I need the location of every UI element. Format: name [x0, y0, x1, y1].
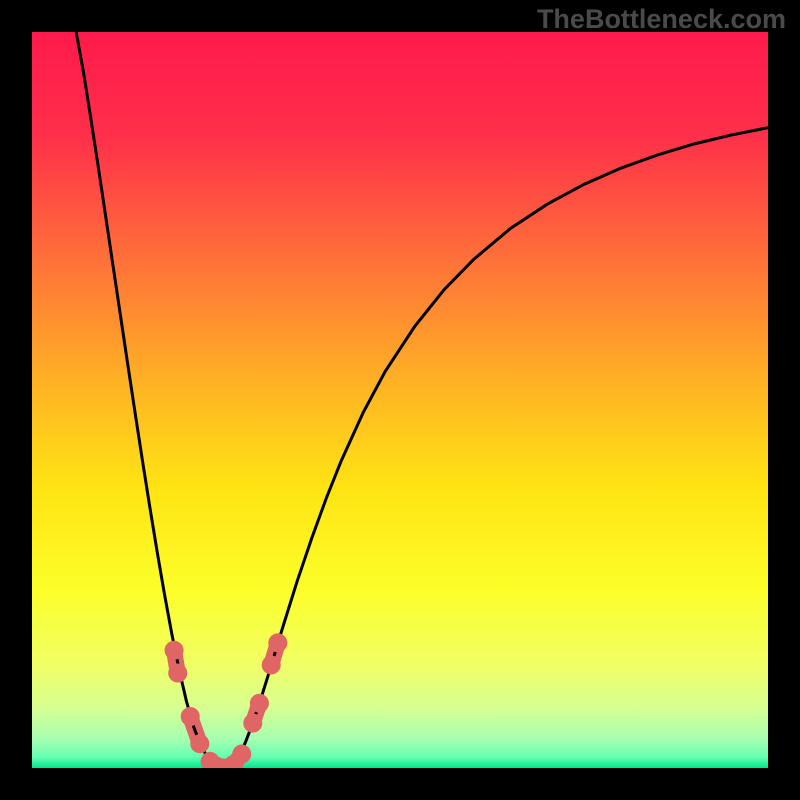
- data-marker: [262, 656, 280, 674]
- data-marker: [244, 714, 262, 732]
- curve-layer: [32, 32, 768, 768]
- data-marker: [165, 641, 183, 659]
- data-marker: [233, 745, 251, 763]
- plot-area: [32, 32, 768, 768]
- data-marker: [250, 694, 268, 712]
- watermark-text: TheBottleneck.com: [537, 4, 786, 35]
- data-marker: [191, 735, 209, 753]
- chart-container: TheBottleneck.com: [0, 0, 800, 800]
- data-marker: [169, 664, 187, 682]
- data-marker: [181, 707, 199, 725]
- data-marker: [269, 634, 287, 652]
